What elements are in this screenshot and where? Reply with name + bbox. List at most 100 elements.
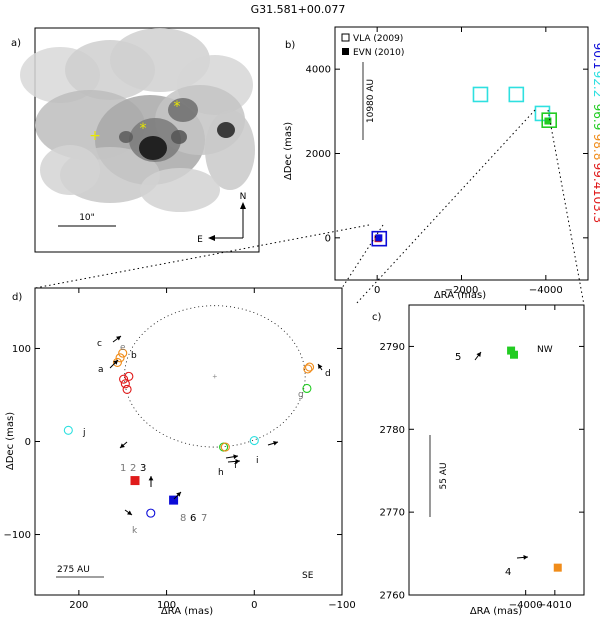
- panel-b-xlabel: ΔRA (mas): [434, 290, 486, 301]
- panel-b-xtick-label: 0: [374, 285, 380, 296]
- panel-c-arrows: [474, 351, 529, 560]
- panel-c-xtick-label: −4000: [509, 600, 543, 611]
- panel-b-xtick-label: −2000: [445, 285, 479, 296]
- motion-arrowhead: [113, 360, 118, 365]
- grayscale-image: [20, 28, 255, 212]
- image-blob: [139, 136, 167, 160]
- evn-square: [375, 234, 383, 242]
- panel-c-ytick-label: 2760: [380, 591, 405, 602]
- motion-arrowhead: [148, 476, 154, 481]
- panel-c-ticks: −4000−4010 2760 2770 2780 2790: [380, 305, 584, 611]
- motion-arrowhead: [116, 336, 121, 341]
- panel-d-frame: [34, 287, 343, 596]
- panel-b-scale-label: 10980 AU: [366, 79, 376, 123]
- maser-spot-circle: [115, 353, 125, 363]
- number-label-7: 7: [201, 513, 207, 524]
- panel-c-ytick-label: 2770: [380, 508, 405, 519]
- panel-a: a) + * * 10" N E: [11, 27, 260, 253]
- maser-spot-circle: [119, 374, 129, 384]
- panel-c-ytick-label: 2780: [380, 425, 405, 436]
- evn-square: [544, 117, 552, 125]
- maser-spot-square: [510, 350, 518, 359]
- panel-c-ytick-label: 2790: [380, 342, 405, 353]
- motion-arrowhead: [120, 443, 125, 448]
- spot-label-b: b: [131, 351, 137, 361]
- vla-square: [541, 112, 558, 128]
- panel-b-ytick-label: 2000: [306, 149, 331, 160]
- panel-b-ytick-label: 0: [325, 233, 331, 244]
- motion-arrowhead: [318, 364, 323, 369]
- spot-label-f: f: [234, 461, 238, 471]
- spot-label-h: h: [218, 468, 224, 478]
- motion-arrowhead: [523, 555, 528, 560]
- compass-e-label: E: [197, 235, 203, 245]
- motion-arrowhead: [476, 352, 481, 357]
- motion-arrowhead: [127, 510, 132, 515]
- panel-c-xtick-label: −4010: [538, 600, 572, 611]
- compass-n-label: N: [240, 192, 247, 202]
- figure-title: G31.581+00.077: [251, 3, 346, 16]
- panel-c-corner-label: NW: [537, 345, 553, 355]
- maser-spot-circle: [302, 383, 312, 394]
- panel-a-label: a): [11, 38, 21, 49]
- legend-evn-marker: [342, 48, 349, 55]
- panel-b-xtick-label: −4000: [529, 285, 563, 296]
- compass-north-arrow: [240, 202, 246, 209]
- maser-spot-circle: [249, 436, 259, 446]
- motion-arrowhead: [233, 454, 238, 460]
- spot-number-5: 5: [455, 352, 461, 363]
- image-blob: [171, 130, 187, 144]
- plus-marker: +: [89, 128, 101, 144]
- panel-d-scale-label: 275 AU: [57, 565, 90, 575]
- panel-a-scale-label: 10": [79, 213, 95, 223]
- connector-lines: [34, 109, 585, 306]
- panel-d-xtick-label: 100: [157, 600, 176, 611]
- number-label-1: 1: [120, 463, 126, 474]
- connector-c-left: [354, 109, 536, 306]
- legend-vla-label: VLA (2009): [353, 34, 403, 44]
- maser-spot-circle: [220, 442, 230, 452]
- panel-d-label: d): [12, 292, 22, 303]
- vla-square: [371, 230, 388, 247]
- spot-label-g: g: [298, 390, 304, 400]
- panel-d-marks: [63, 348, 315, 518]
- panel-b-ytick-label: 4000: [306, 65, 331, 76]
- spot-label-a: a: [98, 365, 104, 375]
- maser-spot-circle: [146, 508, 156, 518]
- connector-c-right: [547, 109, 585, 306]
- maser-spot-circle: [120, 379, 130, 389]
- panel-c-xlabel: ΔRA (mas): [470, 606, 522, 617]
- velocity-label: 98.8: [591, 134, 600, 161]
- panel-b-marks: [371, 86, 558, 247]
- panel-a-frame: [34, 27, 260, 253]
- vla-square: [472, 86, 489, 103]
- maser-spot-square: [169, 495, 179, 505]
- spot-label-i: i: [256, 456, 259, 466]
- velocity-label: 99.4: [591, 163, 600, 190]
- panel-c-marks: [507, 346, 562, 572]
- maser-spot-square: [553, 563, 562, 572]
- panel-d-xtick-label: 0: [251, 600, 257, 611]
- number-label-8: 8: [180, 513, 186, 524]
- number-label-6: 6: [190, 513, 196, 524]
- maser-spot-circle: [112, 357, 123, 367]
- image-blob: [217, 122, 235, 138]
- panel-d-ticks: 200 100 0 −100 100 0 −100: [4, 288, 356, 611]
- panel-c-label: c): [372, 312, 381, 323]
- panel-d-ellipse: [124, 305, 306, 448]
- velocity-label: 92.2: [591, 71, 600, 98]
- image-blob: [168, 98, 198, 122]
- motion-arrowhead: [273, 440, 278, 446]
- velocity-label: 90.1: [591, 43, 600, 70]
- panel-d-xlabel: ΔRA (mas): [161, 606, 213, 617]
- star-marker-2: *: [174, 99, 181, 115]
- spot-label-e: e: [120, 343, 126, 353]
- panel-b-label: b): [285, 40, 295, 51]
- star-marker-1: *: [140, 121, 147, 137]
- motion-arrowhead: [235, 458, 240, 464]
- panel-b: b) 0 −2000 −4000 0 2000 4000 ΔRA (mas) ΔDec (…: [283, 26, 589, 301]
- panel-d-ytick-label: −100: [4, 530, 31, 541]
